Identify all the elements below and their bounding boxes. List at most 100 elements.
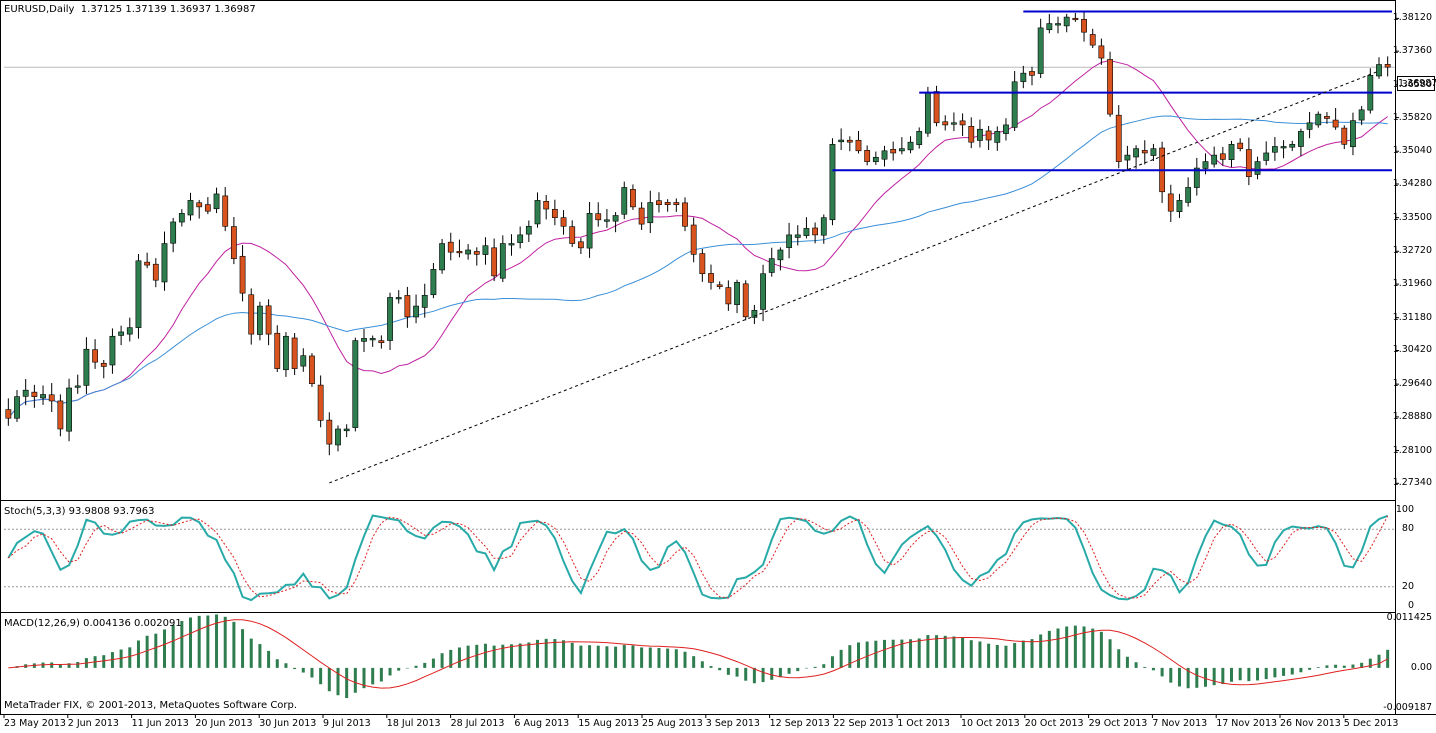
current-price-tag: 1.36987 bbox=[1397, 76, 1436, 91]
candle-body bbox=[1133, 148, 1139, 158]
date-tick-label: 9 Jul 2013 bbox=[323, 718, 371, 729]
candle-body bbox=[1376, 64, 1382, 77]
candle-body bbox=[1150, 148, 1157, 156]
candle-body bbox=[491, 247, 498, 277]
date-tick-label: 12 Sep 2013 bbox=[769, 718, 830, 729]
candle-body bbox=[682, 202, 688, 227]
candle-body bbox=[1228, 144, 1235, 160]
candle-body bbox=[1324, 116, 1330, 119]
candle-body bbox=[22, 389, 29, 397]
candle-body bbox=[794, 234, 801, 238]
candle-body bbox=[1020, 72, 1027, 82]
candle-body bbox=[1358, 109, 1365, 121]
candle-body bbox=[248, 294, 255, 335]
candle-body bbox=[838, 139, 845, 143]
price-tick-label: 1.33500 bbox=[1392, 211, 1432, 223]
candle-body bbox=[100, 362, 107, 367]
candle-body bbox=[977, 128, 983, 141]
candle-body bbox=[994, 131, 1001, 143]
candle-body bbox=[1306, 122, 1313, 130]
candle-body bbox=[1245, 149, 1252, 177]
candle-body bbox=[1280, 146, 1287, 149]
ohlc-label: 1.37125 1.37139 1.36937 1.36987 bbox=[80, 4, 256, 15]
candle-body bbox=[777, 249, 784, 261]
ma-slow-line bbox=[7, 115, 1388, 419]
macd-signal-line bbox=[8, 619, 1388, 689]
candle-body bbox=[1271, 146, 1278, 153]
candle-body bbox=[543, 201, 550, 210]
candle-body bbox=[1176, 200, 1183, 212]
candle-body bbox=[638, 207, 645, 225]
candle-body bbox=[942, 121, 949, 126]
trendline bbox=[329, 70, 1380, 484]
symbol-header: EURUSD,Daily 1.37125 1.37139 1.36937 1.3… bbox=[4, 4, 256, 15]
candle-body bbox=[1332, 119, 1339, 128]
macd-tick-label: 0.011425 bbox=[1386, 612, 1432, 623]
candle-body bbox=[924, 92, 931, 134]
candle-body bbox=[1298, 131, 1304, 147]
candle-body bbox=[1029, 71, 1035, 76]
date-tick-label: 30 Jun 2013 bbox=[259, 718, 317, 729]
candle-body bbox=[829, 144, 836, 221]
candle-body bbox=[517, 234, 524, 243]
symbol-label: EURUSD,Daily bbox=[4, 4, 75, 15]
price-tick-label: 1.34280 bbox=[1392, 178, 1432, 189]
candle-body bbox=[265, 305, 272, 335]
candle-body bbox=[499, 243, 506, 279]
candle-body bbox=[309, 355, 315, 385]
candle-body bbox=[196, 202, 203, 208]
stoch-tick-label: 20 bbox=[1401, 580, 1414, 592]
candle-body bbox=[820, 217, 827, 236]
price-tick-label: 1.38120 bbox=[1392, 12, 1432, 24]
candle-body bbox=[933, 91, 940, 124]
price-tick-label: 1.30420 bbox=[1392, 344, 1432, 356]
candle-body bbox=[1011, 81, 1018, 128]
candle-body bbox=[812, 227, 819, 236]
candle-body bbox=[768, 258, 775, 273]
candle-body bbox=[1089, 34, 1096, 46]
ma-fast-line bbox=[7, 59, 1388, 419]
candle-body bbox=[786, 234, 792, 248]
candle-body bbox=[170, 221, 177, 244]
candle-body bbox=[1384, 64, 1391, 68]
date-tick-label: 10 Oct 2013 bbox=[961, 718, 1020, 729]
date-tick-label: 18 Jul 2013 bbox=[386, 718, 441, 729]
stoch-signal-line bbox=[7, 515, 1389, 599]
date-tick-label: 20 Jun 2013 bbox=[195, 718, 253, 729]
date-tick-label: 22 Sep 2013 bbox=[833, 718, 894, 729]
candle-body bbox=[14, 396, 20, 419]
candle-body bbox=[239, 255, 246, 294]
date-tick-label: 3 Sep 2013 bbox=[705, 718, 760, 729]
candle-body bbox=[551, 209, 558, 218]
candle-body bbox=[1124, 154, 1131, 161]
candle-body bbox=[144, 261, 151, 266]
candle-body bbox=[335, 428, 341, 446]
candle-body bbox=[361, 338, 367, 342]
price-tick-label: 1.29640 bbox=[1392, 378, 1432, 390]
stoch-tick-label: 100 bbox=[1395, 504, 1414, 515]
candle-body bbox=[1072, 17, 1079, 21]
candle-body bbox=[1315, 113, 1322, 126]
stoch-header: Stoch(5,3,3) 93.9808 93.7963 bbox=[4, 506, 155, 517]
candle-body bbox=[456, 251, 463, 254]
candle-body bbox=[664, 201, 671, 206]
candle-body bbox=[48, 394, 55, 402]
candle-body bbox=[1193, 167, 1200, 188]
date-tick-label: 6 Aug 2013 bbox=[514, 718, 570, 729]
candle-body bbox=[1081, 19, 1087, 33]
candle-body bbox=[1202, 161, 1209, 169]
candle-body bbox=[1098, 45, 1105, 59]
candle-body bbox=[985, 130, 992, 141]
candle-body bbox=[161, 243, 168, 283]
date-tick-label: 1 Oct 2013 bbox=[897, 718, 950, 729]
date-tick-label: 26 Nov 2013 bbox=[1280, 718, 1341, 729]
candle-body bbox=[404, 295, 411, 318]
candle-body bbox=[569, 226, 576, 244]
candle-body bbox=[742, 283, 749, 318]
candle-body bbox=[40, 394, 46, 399]
candle-body bbox=[387, 297, 393, 341]
candle-body bbox=[760, 273, 766, 310]
candle-body bbox=[300, 355, 307, 367]
candle-body bbox=[525, 225, 532, 235]
